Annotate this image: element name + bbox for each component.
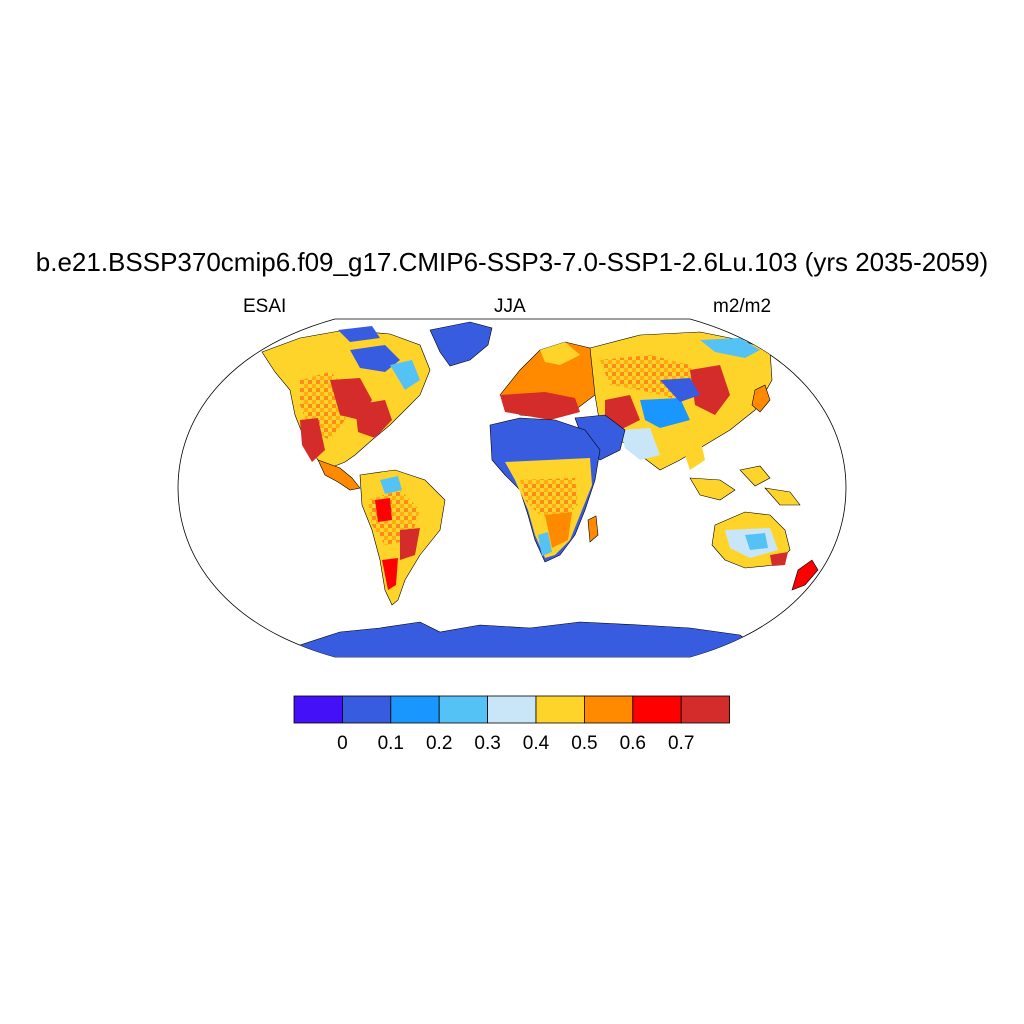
colorbar-swatch xyxy=(293,695,343,724)
southeast-asia-islands xyxy=(689,465,801,506)
season-label: JJA xyxy=(494,296,526,317)
colorbar-tick-label: 0.7 xyxy=(668,733,694,754)
colorbar-swatch xyxy=(584,695,634,724)
antarctica xyxy=(279,621,761,657)
colorbar-swatch xyxy=(535,695,585,724)
colorbar-swatch xyxy=(487,695,537,724)
colorbar: 0 0.1 0.2 0.3 0.4 0.5 0.6 0.7 xyxy=(293,695,731,754)
colorbar-tick-label: 0.1 xyxy=(378,733,404,754)
colorbar-tick-label: 0.3 xyxy=(474,733,500,754)
colorbar-tick-label: 0.4 xyxy=(523,733,550,754)
japan xyxy=(751,384,771,413)
colorbar-swatch xyxy=(390,695,440,724)
colorbar-swatch xyxy=(680,695,731,724)
new-zealand xyxy=(791,559,819,591)
colorbar-tick-label: 0.2 xyxy=(426,733,452,754)
central-america xyxy=(317,459,361,491)
colorbar-tick-label: 0 xyxy=(337,733,348,754)
land-field xyxy=(261,321,819,657)
colorbar-swatch xyxy=(632,695,682,724)
greenland xyxy=(429,321,493,367)
colorbar-swatch xyxy=(438,695,489,724)
colorbar-tick-label: 0.5 xyxy=(571,733,597,754)
variable-label: ESAI xyxy=(243,296,287,317)
figure-title: b.e21.BSSP370cmip6.f09_g17.CMIP6-SSP3-7.… xyxy=(35,247,989,277)
colorbar-swatch xyxy=(341,695,392,724)
colorbar-tick-label: 0.6 xyxy=(620,733,646,754)
units-label: m2/m2 xyxy=(713,296,772,317)
madagascar xyxy=(587,515,599,543)
